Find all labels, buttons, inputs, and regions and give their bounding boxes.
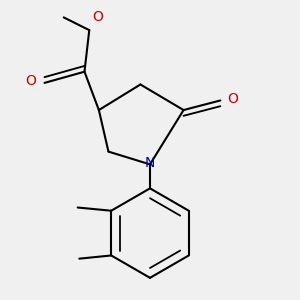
Text: N: N: [145, 156, 155, 170]
Text: O: O: [227, 92, 238, 106]
Text: O: O: [26, 74, 37, 88]
Text: O: O: [92, 11, 103, 24]
